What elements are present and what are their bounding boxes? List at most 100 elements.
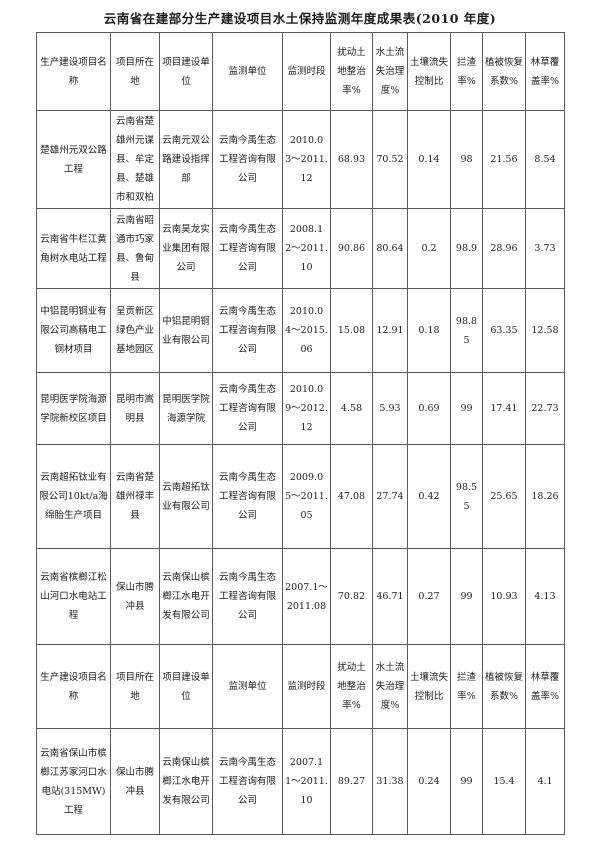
table-cell: 15.08 xyxy=(330,288,373,373)
table-cell: 27.74 xyxy=(372,444,408,549)
table-cell: 98.55 xyxy=(450,444,483,549)
table-cell: 12.58 xyxy=(525,288,565,373)
column-header: 扰动土地整治率% xyxy=(330,32,373,111)
table-cell: 70.82 xyxy=(330,548,373,645)
table-cell: 99 xyxy=(450,548,483,645)
table-cell: 10.93 xyxy=(482,548,526,645)
table-cell: 保山市腾冲县 xyxy=(110,728,160,835)
table-cell: 90.86 xyxy=(330,208,373,289)
table-cell: 云南今禹生态工程咨询有限公司 xyxy=(212,208,283,289)
table-cell: 0.14 xyxy=(407,110,451,209)
table-cell: 2010.04〜2015.06 xyxy=(282,288,331,373)
table-cell: 云南今禹生态工程咨询有限公司 xyxy=(212,110,283,209)
table-cell: 3.73 xyxy=(525,208,565,289)
table-cell: 15.4 xyxy=(482,728,526,835)
table-cell: 99 xyxy=(450,728,483,835)
table-cell: 昆明医学院海源学院新校区项目 xyxy=(36,372,111,445)
table-cell: 0.69 xyxy=(407,372,451,445)
table-row: 云南超拓钛业有限公司10kt/a海绵胎生产项目 云南省楚雄州禄丰县 云南超拓钛业有限… xyxy=(36,444,565,549)
table-cell: 云南今禹生态工程咨询有限公司 xyxy=(212,728,283,835)
table-cell: 2010.03〜2011.12 xyxy=(282,110,331,209)
column-header: 水土流失治理度% xyxy=(372,32,408,111)
column-header: 监测单位 xyxy=(212,644,283,729)
page-title: 云南省在建部分生产建设项目水土保持监测年度成果表(2010 年度) xyxy=(103,11,497,26)
column-header: 拦渣率% xyxy=(450,32,483,111)
table-cell: 云南今禹生态工程咨询有限公司 xyxy=(212,444,283,549)
table-cell: 云南省牛栏江黄角树水电站工程 xyxy=(36,208,111,289)
table-row: 云南省槟榔江松山河口水电站工程 保山市腾冲县 云南保山槟榔江水电开发有限公司 云南今禹… xyxy=(36,548,565,645)
column-header: 土壤流失控制比 xyxy=(407,644,451,729)
table-cell: 4.13 xyxy=(525,548,565,645)
table-cell: 云南保山槟榔江水电开发有限公司 xyxy=(159,548,213,645)
table-cell: 中铝昆明铜业有限公司 xyxy=(159,288,213,373)
column-header: 林草覆盖率% xyxy=(525,644,565,729)
table-cell: 98 xyxy=(450,110,483,209)
header-row: 生产建设项目名称 项目所在地 项目建设单位 监测单位 监测时段 扰动土地整治率% 水土流失治… xyxy=(36,32,565,111)
column-header: 林草覆盖率% xyxy=(525,32,565,111)
column-header: 扰动土地整治率% xyxy=(330,644,373,729)
column-header: 项目所在地 xyxy=(110,644,160,729)
column-header: 项目建设单位 xyxy=(159,32,213,111)
table-cell: 楚雄州元双公路工程 xyxy=(36,110,111,209)
table-cell: 4.58 xyxy=(330,372,373,445)
table-cell: 云南今禹生态工程咨询有限公司 xyxy=(212,548,283,645)
table-cell: 云南省槟榔江松山河口水电站工程 xyxy=(36,548,111,645)
table-cell: 21.56 xyxy=(482,110,526,209)
table-cell: 云南省楚雄州禄丰县 xyxy=(110,444,160,549)
table-cell: 0.42 xyxy=(407,444,451,549)
table-row: 昆明医学院海源学院新校区项目 昆明市嵩明县 昆明医学院海源学院 云南今禹生态工程咨询有… xyxy=(36,372,565,445)
table-cell: 云南省楚雄州元谋县、牟定县、楚雄市和双柏 xyxy=(110,110,160,209)
column-header: 监测单位 xyxy=(212,32,283,111)
table-cell: 2007.1〜2011.08 xyxy=(282,548,331,645)
column-header: 拦渣率% xyxy=(450,644,483,729)
table-cell: 28.96 xyxy=(482,208,526,289)
table-cell: 昆明市嵩明县 xyxy=(110,372,160,445)
column-header: 项目建设单位 xyxy=(159,644,213,729)
table-cell: 云南今禹生态工程咨询有限公司 xyxy=(212,288,283,373)
table-row: 中铝昆明铜业有限公司高精电工铜材项目 呈贡新区绿色产业基地园区 中铝昆明铜业有限公司… xyxy=(36,288,565,373)
table-cell: 2009.05〜2011.05 xyxy=(282,444,331,549)
table-cell: 保山市腾冲县 xyxy=(110,548,160,645)
table-cell: 80.64 xyxy=(372,208,408,289)
table-cell: 31.38 xyxy=(372,728,408,835)
table-cell: 63.35 xyxy=(482,288,526,373)
column-header: 水土流失治理度% xyxy=(372,644,408,729)
table-row: 楚雄州元双公路工程 云南省楚雄州元谋县、牟定县、楚雄市和双柏 云南元双公路建设指挥部… xyxy=(36,110,565,209)
table-cell: 0.18 xyxy=(407,288,451,373)
column-header: 生产建设项目名称 xyxy=(36,32,111,111)
table-cell: 25.65 xyxy=(482,444,526,549)
column-header: 土壤流失控制比 xyxy=(407,32,451,111)
table-cell: 12.91 xyxy=(372,288,408,373)
table-row: 云南省保山市槟榔江苏家河口水电站(315MW)工程 保山市腾冲县 云南保山槟榔江水电… xyxy=(36,728,565,835)
table-cell: 22.73 xyxy=(525,372,565,445)
table-cell: 5.93 xyxy=(372,372,408,445)
table-cell: 47.08 xyxy=(330,444,373,549)
table-cell: 云南超拓钛业有限公司 xyxy=(159,444,213,549)
column-header: 生产建设项目名称 xyxy=(36,644,111,729)
column-header: 项目所在地 xyxy=(110,32,160,111)
table-cell: 2010.09〜2012.12 xyxy=(282,372,331,445)
table-cell: 2007.11〜2011.10 xyxy=(282,728,331,835)
table-cell: 98.9 xyxy=(450,208,483,289)
table-cell: 云南省昭通市巧家县、鲁甸县 xyxy=(110,208,160,289)
table-cell: 云南保山槟榔江水电开发有限公司 xyxy=(159,728,213,835)
table-cell: 4.1 xyxy=(525,728,565,835)
table-cell: 46.71 xyxy=(372,548,408,645)
table-cell: 8.54 xyxy=(525,110,565,209)
monitoring-table: 生产建设项目名称 项目所在地 项目建设单位 监测单位 监测时段 扰动土地整治率% 水土流失治… xyxy=(36,32,565,835)
table-cell: 云南今禹生态工程咨询有限公司 xyxy=(212,372,283,445)
table-cell: 云南元双公路建设指挥部 xyxy=(159,110,213,209)
table-cell: 云南昊龙实业集团有限公司 xyxy=(159,208,213,289)
table-cell: 0.24 xyxy=(407,728,451,835)
table-cell: 2008.12〜2011.10 xyxy=(282,208,331,289)
column-header: 植被恢复系数% xyxy=(482,32,526,111)
table-cell: 呈贡新区绿色产业基地园区 xyxy=(110,288,160,373)
column-header: 植被恢复系数% xyxy=(482,644,526,729)
table-cell: 云南超拓钛业有限公司10kt/a海绵胎生产项目 xyxy=(36,444,111,549)
column-header: 监测时段 xyxy=(282,644,331,729)
table-cell: 98.85 xyxy=(450,288,483,373)
table-row: 云南省牛栏江黄角树水电站工程 云南省昭通市巧家县、鲁甸县 云南昊龙实业集团有限公司云… xyxy=(36,208,565,289)
header-row: 生产建设项目名称 项目所在地 项目建设单位 监测单位 监测时段 扰动土地整治率% 水土流失治… xyxy=(36,644,565,729)
table-cell: 昆明医学院海源学院 xyxy=(159,372,213,445)
